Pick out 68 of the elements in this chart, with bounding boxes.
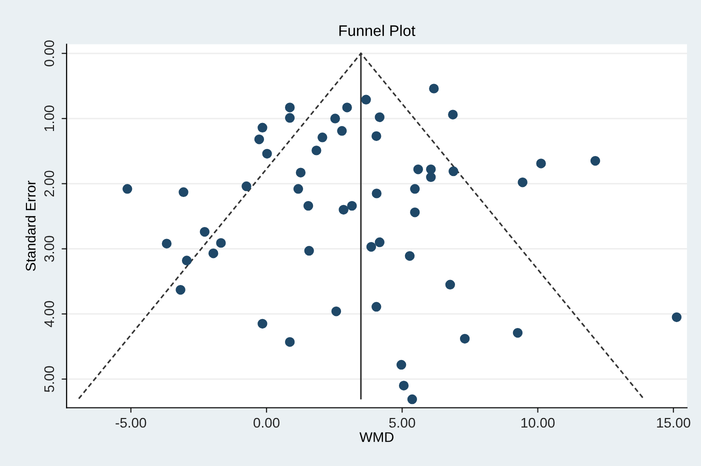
point <box>372 302 382 312</box>
y-tick-label: 3.00 <box>44 236 54 262</box>
point <box>413 164 424 174</box>
point <box>347 200 357 211</box>
point <box>518 178 528 188</box>
x-tick-label: 15.00 <box>657 418 690 428</box>
x-tick-label: -5.00 <box>116 418 146 428</box>
point <box>254 134 264 144</box>
point <box>448 166 458 176</box>
point <box>176 284 186 295</box>
point <box>312 146 322 156</box>
point <box>262 148 272 159</box>
point <box>426 164 436 174</box>
point <box>178 187 188 197</box>
point <box>374 237 384 248</box>
point <box>284 102 295 112</box>
point <box>337 126 347 136</box>
point <box>200 227 210 237</box>
x-tick-label: 0.00 <box>254 418 280 428</box>
point <box>258 318 268 329</box>
point <box>426 172 436 182</box>
point <box>338 204 348 215</box>
point <box>303 200 314 211</box>
point <box>372 188 382 198</box>
point <box>182 256 192 266</box>
chart-title: Funnel Plot <box>339 24 416 36</box>
point <box>672 312 682 322</box>
y-tick-label: 2.00 <box>44 170 54 196</box>
point <box>304 246 314 256</box>
point <box>448 110 458 120</box>
point <box>374 112 384 122</box>
point <box>330 114 340 124</box>
point <box>429 84 439 94</box>
point <box>512 328 523 338</box>
point <box>404 251 415 261</box>
y-tick-label: 1.00 <box>44 106 54 131</box>
point <box>284 113 295 123</box>
y-tick-label: 0.00 <box>44 40 54 66</box>
y-tick-label: 5.00 <box>44 366 54 392</box>
point <box>216 238 226 248</box>
y-axis-title: Standard Error <box>25 180 36 271</box>
point <box>284 337 295 347</box>
point <box>407 394 418 404</box>
point <box>536 158 546 168</box>
x-tick-label: 5.00 <box>389 418 416 428</box>
point <box>293 184 304 194</box>
point <box>318 132 328 142</box>
point <box>162 238 172 248</box>
x-axis-title: WMD <box>359 432 394 442</box>
y-tick-label: 4.00 <box>44 300 54 328</box>
point <box>242 181 252 192</box>
x-tick-label: 10.00 <box>521 418 555 428</box>
point <box>398 380 409 390</box>
point <box>258 122 268 133</box>
point <box>331 306 342 316</box>
point <box>342 102 352 112</box>
point <box>296 168 306 178</box>
point <box>366 242 376 252</box>
point <box>361 94 371 104</box>
point <box>396 360 406 370</box>
point <box>460 334 470 344</box>
point <box>410 207 420 218</box>
point <box>208 248 218 258</box>
point <box>372 131 382 141</box>
point <box>445 280 456 290</box>
point <box>590 156 600 166</box>
point <box>410 184 420 194</box>
point <box>122 184 132 194</box>
